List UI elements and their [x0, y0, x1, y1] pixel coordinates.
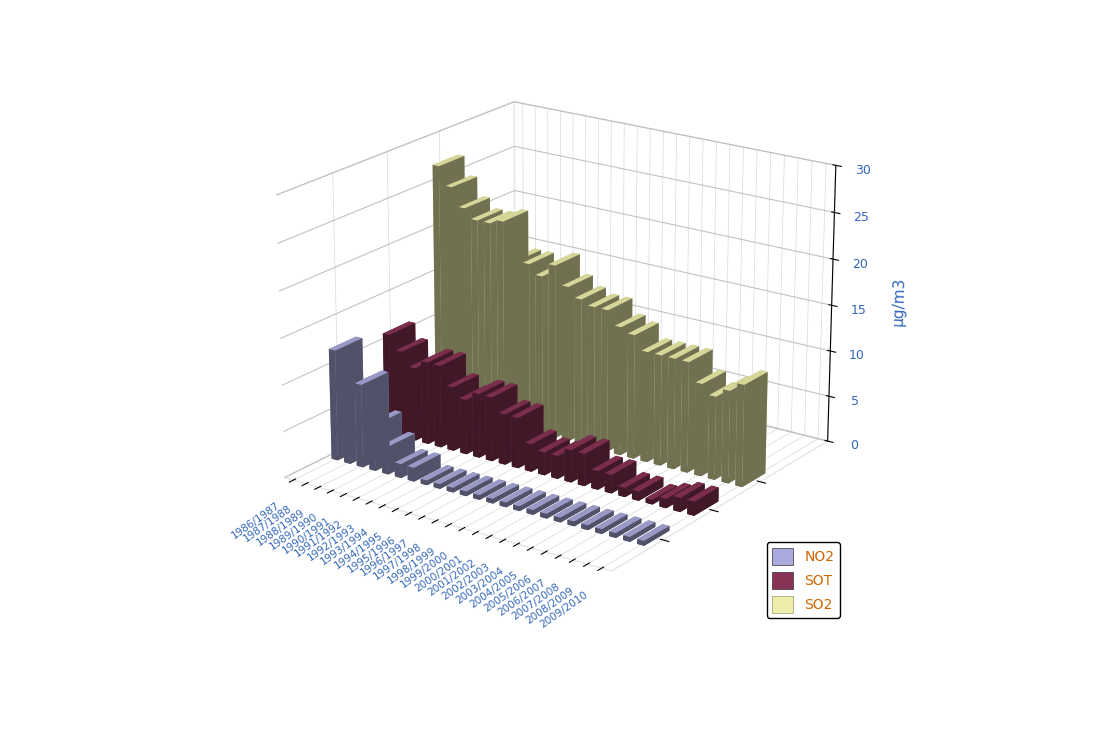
- Legend: NO2, SOT, SO2: NO2, SOT, SO2: [767, 542, 839, 618]
